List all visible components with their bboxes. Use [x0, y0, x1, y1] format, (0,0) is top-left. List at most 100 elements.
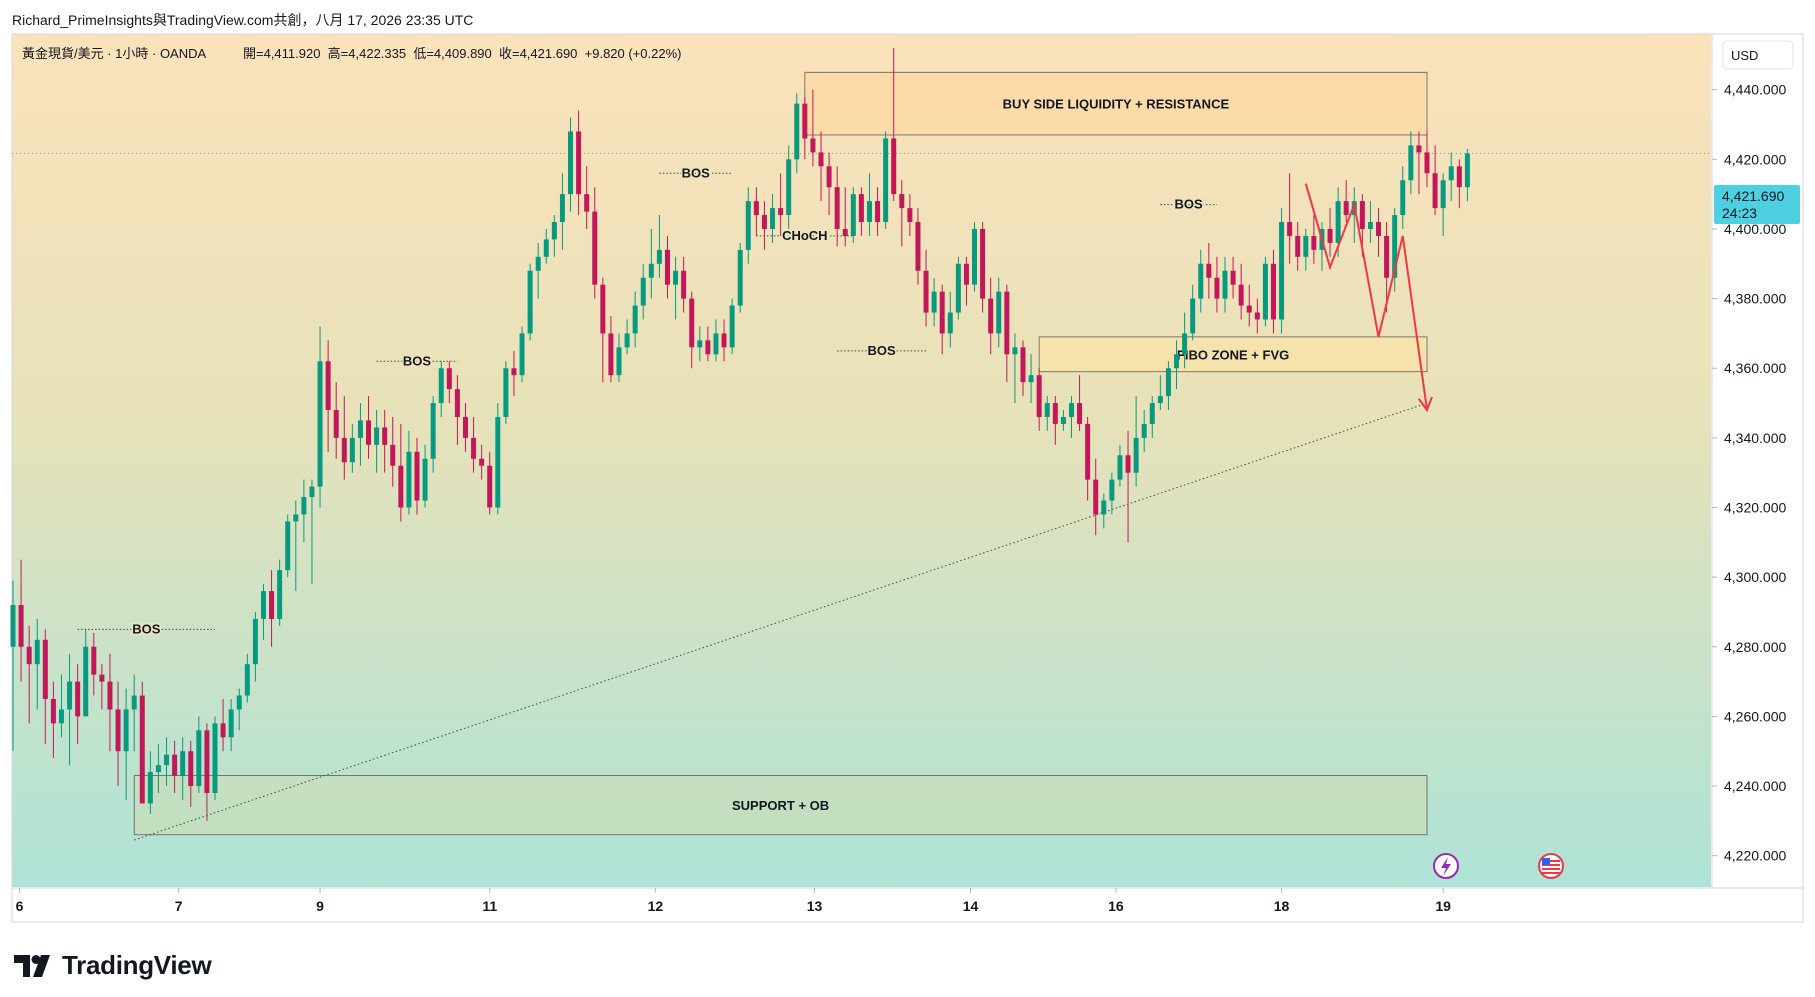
zone-box[interactable] [1038, 336, 1428, 373]
candle[interactable] [83, 629, 89, 717]
candle[interactable] [1044, 396, 1050, 431]
candle[interactable] [155, 744, 161, 793]
candle[interactable] [293, 500, 299, 592]
candle[interactable] [907, 194, 913, 236]
candle[interactable] [26, 625, 32, 724]
candle[interactable] [608, 316, 614, 383]
candle[interactable] [939, 284, 945, 355]
candle[interactable] [559, 173, 565, 250]
candle[interactable] [1287, 173, 1293, 264]
plot-area[interactable] [12, 34, 1711, 887]
candle[interactable] [1109, 472, 1115, 515]
candle[interactable] [1198, 249, 1204, 313]
candle[interactable] [252, 611, 258, 682]
candle[interactable] [600, 277, 606, 383]
candle[interactable] [188, 740, 194, 807]
projection-path[interactable] [1304, 183, 1428, 411]
candle[interactable] [406, 430, 412, 515]
candle[interactable] [1214, 256, 1220, 313]
candle[interactable] [382, 410, 388, 473]
candle[interactable] [915, 208, 921, 285]
candle[interactable] [689, 291, 695, 369]
trendline[interactable] [134, 402, 1428, 841]
candle[interactable] [996, 277, 1002, 348]
candle[interactable] [899, 180, 905, 247]
candle[interactable] [1101, 493, 1107, 529]
candle[interactable] [123, 688, 129, 800]
candle[interactable] [228, 698, 234, 752]
candle[interactable] [624, 319, 630, 355]
us-flag-event-icon[interactable] [1538, 853, 1564, 879]
candle[interactable] [220, 698, 226, 752]
candle[interactable] [519, 326, 525, 383]
candle[interactable] [1303, 228, 1309, 271]
candle[interactable] [414, 437, 420, 515]
time-scale-panel[interactable] [12, 888, 1803, 922]
candle[interactable] [212, 716, 218, 800]
candle[interactable] [1149, 396, 1155, 438]
candle[interactable] [1416, 131, 1422, 195]
candle[interactable] [454, 375, 460, 445]
candle[interactable] [438, 361, 444, 417]
candle[interactable] [891, 47, 897, 202]
candle[interactable] [495, 403, 501, 515]
candle[interactable] [713, 319, 719, 362]
candle[interactable] [1206, 242, 1212, 299]
candle[interactable] [963, 256, 969, 306]
candle[interactable] [1400, 166, 1406, 229]
candle[interactable] [810, 89, 816, 167]
candle[interactable] [1440, 173, 1446, 236]
candle[interactable] [1384, 222, 1390, 313]
candle[interactable] [1133, 396, 1139, 487]
candle[interactable] [1028, 354, 1034, 404]
candle[interactable] [260, 584, 266, 640]
candle[interactable] [1238, 263, 1244, 320]
candle[interactable] [42, 629, 48, 745]
candle[interactable] [131, 674, 137, 752]
candle[interactable] [1367, 201, 1373, 243]
candle[interactable] [753, 187, 759, 236]
candle[interactable] [1222, 256, 1228, 313]
candle[interactable] [58, 674, 64, 738]
candle[interactable] [1190, 284, 1196, 341]
candle[interactable] [147, 751, 153, 814]
candle[interactable] [551, 215, 557, 257]
candle[interactable] [1117, 444, 1123, 487]
candle[interactable] [1327, 208, 1333, 257]
candle[interactable] [1165, 361, 1171, 411]
candle[interactable] [592, 187, 598, 299]
candle[interactable] [430, 396, 436, 473]
candle[interactable] [1432, 145, 1438, 216]
candle[interactable] [980, 222, 986, 313]
candle[interactable] [616, 333, 622, 383]
price-scale-panel[interactable] [1712, 34, 1803, 887]
currency-button[interactable]: USD [1731, 48, 1758, 63]
candle[interactable] [834, 166, 840, 247]
candle[interactable] [317, 326, 323, 508]
candle[interactable] [462, 403, 468, 452]
candle[interactable] [1464, 148, 1470, 202]
candle[interactable] [826, 152, 832, 216]
candle[interactable] [1012, 333, 1018, 404]
candle[interactable] [172, 740, 178, 793]
currency-button-bg[interactable] [1722, 40, 1794, 70]
candle[interactable] [204, 723, 210, 821]
candle[interactable] [99, 664, 105, 710]
candle[interactable] [1182, 312, 1188, 369]
candle[interactable] [1424, 131, 1430, 188]
candle[interactable] [91, 632, 97, 696]
lightning-event-icon[interactable] [1433, 853, 1459, 879]
candle[interactable] [972, 222, 978, 292]
candle[interactable] [527, 263, 533, 341]
candle[interactable] [1077, 375, 1083, 431]
candle[interactable] [1456, 159, 1462, 209]
candle[interactable] [705, 326, 711, 362]
candle[interactable] [180, 737, 186, 800]
candle[interactable] [1141, 410, 1147, 452]
candle[interactable] [487, 451, 493, 515]
candle[interactable] [850, 187, 856, 243]
candle[interactable] [673, 256, 679, 320]
candle[interactable] [366, 396, 372, 459]
candle[interactable] [1295, 222, 1301, 271]
candle[interactable] [10, 580, 16, 752]
